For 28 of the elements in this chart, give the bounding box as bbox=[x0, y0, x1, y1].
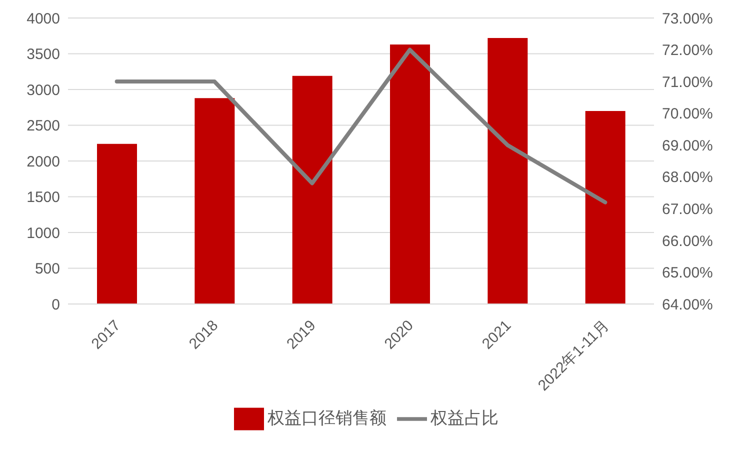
y2-tick-label: 70.00% bbox=[662, 106, 713, 123]
y-tick-label: 3500 bbox=[26, 46, 60, 64]
y-tick-label: 3000 bbox=[26, 82, 60, 99]
y2-tick-label: 71.00% bbox=[662, 74, 713, 91]
bar bbox=[390, 44, 430, 304]
bar bbox=[488, 38, 528, 304]
y2-tick-label: 73.00% bbox=[662, 10, 713, 28]
legend-label: 权益口径销售额 bbox=[268, 408, 386, 428]
bar bbox=[585, 110, 626, 304]
line-series bbox=[114, 48, 608, 204]
y-tick-label: 500 bbox=[34, 260, 60, 278]
y-tick-label: 2000 bbox=[26, 153, 60, 170]
y2-tick-label: 68.00% bbox=[662, 169, 713, 186]
y-tick-label: 2500 bbox=[26, 118, 60, 135]
bar bbox=[97, 144, 137, 304]
bar bbox=[292, 76, 332, 304]
y2-tick-label: 72.00% bbox=[662, 42, 713, 60]
y2-tick-label: 69.00% bbox=[662, 137, 713, 154]
y-tick-label: 1500 bbox=[26, 189, 60, 206]
bar bbox=[194, 98, 235, 304]
legend-label: 权益占比 bbox=[430, 408, 498, 428]
y2-tick-label: 65.00% bbox=[662, 264, 713, 282]
y2-tick-label: 66.00% bbox=[662, 232, 713, 250]
y-tick-label: 4000 bbox=[26, 10, 60, 28]
y-tick-label: 0 bbox=[52, 296, 60, 314]
y2-tick-label: 67.00% bbox=[662, 200, 713, 218]
y2-tick-label: 64.00% bbox=[662, 296, 713, 314]
y-tick-label: 1000 bbox=[26, 224, 60, 242]
